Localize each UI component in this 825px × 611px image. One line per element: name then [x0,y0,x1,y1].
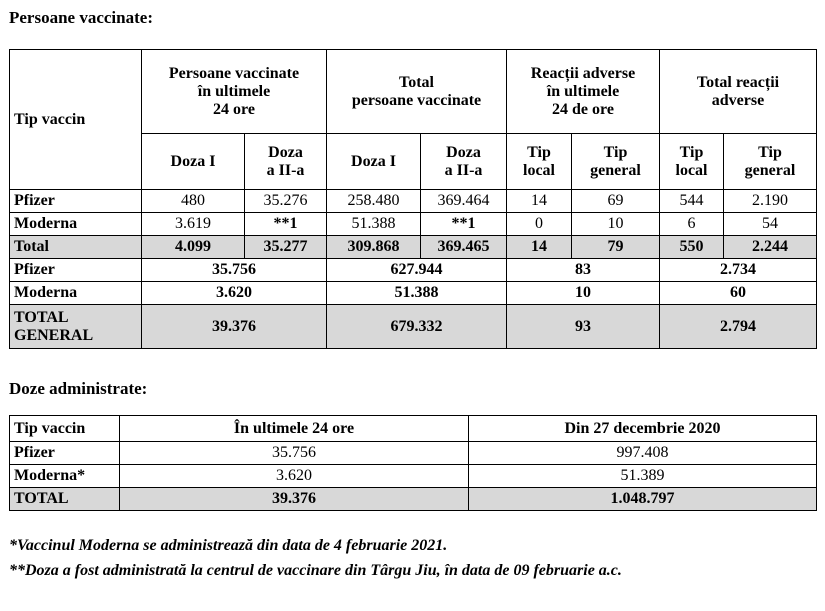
header-ultimele-24-ore: În ultimele 24 ore [119,415,469,442]
header-tip-local-total: Tip local [659,133,724,190]
table-row-pfizer-doze: Pfizer 35.756 997.408 [9,441,817,465]
cell: 54 [723,212,817,236]
cell: 544 [659,189,724,213]
cell: 51.389 [468,464,817,488]
cell: **1 [244,212,327,236]
cell: 4.099 [141,235,245,259]
cell: 369.464 [420,189,507,213]
table-row-total-doze: TOTAL 39.376 1.048.797 [9,487,817,511]
section-title-persoane-vaccinate: Persoane vaccinate: [9,8,153,27]
document-page: Persoane vaccinate: Tip vaccin Persoane … [9,8,817,580]
cell: 480 [141,189,245,213]
cell: 1.048.797 [468,487,817,511]
cell: 93 [506,304,660,349]
cell: 3.620 [119,464,469,488]
cell: 6 [659,212,724,236]
header-persoane-vaccinate-24h: Persoane vaccinate în ultimele 24 ore [141,49,327,134]
header-tip-vaccin: Tip vaccin [9,49,142,190]
table-row-total: Total 4.099 35.277 309.868 369.465 14 79… [9,235,817,259]
cell: 258.480 [326,189,421,213]
row-label: Pfizer [9,258,142,282]
cell: 309.868 [326,235,421,259]
cell: 2.734 [659,258,817,282]
cell: 2.244 [723,235,817,259]
cell: 0 [506,212,572,236]
cell: 550 [659,235,724,259]
cell: 39.376 [119,487,469,511]
table-row-moderna-combined: Moderna 3.620 51.388 10 60 [9,281,817,305]
cell: 679.332 [326,304,507,349]
header-doza-2-24h: Doza a II-a [244,133,327,190]
footnote-moderna: *Vaccinul Moderna se administrează din d… [9,537,448,554]
table-row-pfizer: Pfizer 480 35.276 258.480 369.464 14 69 … [9,189,817,213]
header-tip-local-24h: Tip local [506,133,572,190]
cell: 35.756 [119,441,469,465]
header-din-27-decembrie: Din 27 decembrie 2020 [468,415,817,442]
section-title-doze-administrate: Doze administrate: [9,379,148,398]
cell: **1 [420,212,507,236]
sub-header-row: Doza I Doza a II-a Doza I Doza a II-a Ti… [10,133,817,190]
cell: 10 [506,281,660,305]
cell: 83 [506,258,660,282]
cell: 14 [506,235,572,259]
cell: 627.944 [326,258,507,282]
table-row-moderna: Moderna 3.619 **1 51.388 **1 0 10 6 54 [9,212,817,236]
header-tip-vaccin-2: Tip vaccin [9,415,120,442]
cell: 2.794 [659,304,817,349]
cell: 60 [659,281,817,305]
cell: 369.465 [420,235,507,259]
table-row-pfizer-combined: Pfizer 35.756 627.944 83 2.734 [9,258,817,282]
cell: 3.619 [141,212,245,236]
cell: 69 [571,189,660,213]
header-reactii-adverse-24h: Reacții adverse în ultimele 24 de ore [506,49,660,134]
cell: 997.408 [468,441,817,465]
header-tip-general-24h: Tip general [571,133,660,190]
row-label: Pfizer [9,189,142,213]
cell: 51.388 [326,212,421,236]
header-row: Tip vaccin În ultimele 24 ore Din 27 dec… [9,415,817,442]
cell: 79 [571,235,660,259]
cell: 14 [506,189,572,213]
row-label: Moderna [9,281,142,305]
cell: 35.276 [244,189,327,213]
cell: 35.277 [244,235,327,259]
persoane-vaccinate-table: Tip vaccin Persoane vaccinate în ultimel… [9,49,817,349]
row-label: TOTAL GENERAL [9,304,142,349]
table-row-moderna-doze: Moderna* 3.620 51.389 [9,464,817,488]
cell: 51.388 [326,281,507,305]
group-header-row: Tip vaccin Persoane vaccinate în ultimel… [9,49,817,190]
cell: 10 [571,212,660,236]
header-total-persoane-vaccinate: Total persoane vaccinate [326,49,507,134]
footnotes: *Vaccinul Moderna se administrează din d… [9,537,816,580]
cell: 2.190 [723,189,817,213]
row-label: Moderna* [9,464,120,488]
cell: 3.620 [141,281,327,305]
cell: 35.756 [141,258,327,282]
header-total-reactii-adverse: Total reacții adverse [659,49,817,134]
row-label: Total [9,235,142,259]
row-label: Moderna [9,212,142,236]
header-doza-1-total: Doza I [326,133,421,190]
header-doza-2-total: Doza a II-a [420,133,507,190]
header-doza-1-24h: Doza I [141,133,245,190]
table-row-total-general: TOTAL GENERAL 39.376 679.332 93 2.794 [9,304,817,349]
row-label: TOTAL [9,487,120,511]
footnote-doza: **Doza a fost administrată la centrul de… [9,562,622,579]
cell: 39.376 [141,304,327,349]
header-tip-general-total: Tip general [723,133,817,190]
row-label: Pfizer [9,441,120,465]
doze-administrate-table: Tip vaccin În ultimele 24 ore Din 27 dec… [9,415,817,511]
